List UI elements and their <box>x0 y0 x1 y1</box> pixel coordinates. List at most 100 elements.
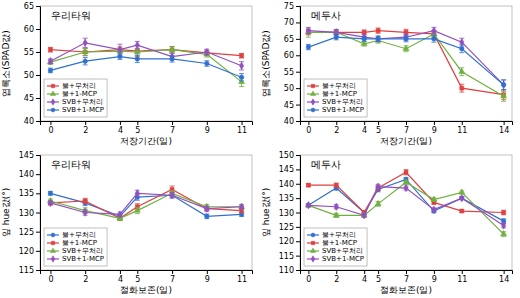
marker <box>362 212 366 219</box>
marker <box>83 199 87 203</box>
legend-marker <box>51 241 54 244</box>
x-tick-label: 11 <box>237 126 247 135</box>
marker <box>432 206 436 213</box>
y-tick-mark <box>296 241 300 242</box>
marker <box>334 35 339 40</box>
y-tick-label: 135 <box>279 194 294 203</box>
y-tick: 125 <box>19 228 40 237</box>
legend-item: 물+무처리 <box>47 231 96 239</box>
x-tick-mark <box>504 121 505 125</box>
legend-label: 물+1-MCP <box>322 239 357 247</box>
legend-marker <box>311 241 314 244</box>
x-tick-label: 14 <box>499 275 509 284</box>
y-tick-mark <box>296 213 300 214</box>
series <box>306 28 506 100</box>
marker <box>334 183 338 187</box>
error-bar <box>204 49 209 55</box>
legend-label: 물+1-MCP <box>322 90 357 98</box>
x-tick-mark <box>172 270 173 274</box>
error-bar <box>117 47 122 53</box>
panel-title: 메두사 <box>311 10 341 21</box>
marker <box>48 48 52 52</box>
panel-title: 우리타워 <box>51 159 91 170</box>
x-tick-label: 7 <box>404 126 409 135</box>
error-bar <box>431 27 436 34</box>
legend-label: SVB+1-MCP <box>322 255 364 263</box>
legend-marker <box>50 91 55 96</box>
x-tick-mark <box>172 121 173 125</box>
x-tick-label: 5 <box>376 126 381 135</box>
y-axis-line <box>36 156 41 271</box>
x-axis-title: 절화보존(일) <box>120 285 172 295</box>
y-tick-label: 130 <box>19 209 34 218</box>
y-tick: 145 <box>19 151 40 160</box>
legend-item: SVB+1-MCP <box>307 255 364 263</box>
y-tick: 140 <box>19 170 40 179</box>
y-tick-mark <box>36 6 40 7</box>
error-bar <box>83 48 88 55</box>
x-tick: 11 <box>237 270 247 284</box>
error-bar <box>431 36 436 43</box>
error-bar <box>501 91 506 101</box>
marker <box>239 203 243 210</box>
x-tick-label: 2 <box>334 126 339 135</box>
marker <box>334 203 338 210</box>
series-line <box>308 32 503 96</box>
y-tick: 40 <box>284 117 300 126</box>
marker <box>375 200 381 205</box>
series <box>48 190 244 219</box>
y-tick-label: 125 <box>19 228 34 237</box>
y-tick-label: 110 <box>279 266 294 275</box>
error-bar <box>306 184 311 187</box>
y-tick-mark <box>36 98 40 99</box>
y-tick-mark <box>296 227 300 228</box>
y-axis-line <box>296 7 301 122</box>
x-tick: 5 <box>376 270 381 284</box>
y-tick-mark <box>36 121 40 122</box>
legend-item: 물+무처리 <box>47 82 96 90</box>
legend-box <box>44 79 107 117</box>
series <box>48 191 244 219</box>
x-tick-label: 0 <box>48 126 53 135</box>
y-tick: 60 <box>284 51 300 60</box>
legend-marker <box>311 256 315 262</box>
y-tick: 55 <box>284 68 300 77</box>
x-tick-label: 7 <box>404 275 409 284</box>
panel: 40455055606570750245791114저장기간(일)엽록소(SPA… <box>261 2 513 146</box>
x-axis: 0245791114 <box>301 270 513 284</box>
y-tick-mark <box>296 55 300 56</box>
y-tick: 45 <box>284 101 300 110</box>
marker <box>375 37 381 42</box>
x-tick-label: 7 <box>170 126 175 135</box>
legend-label: 물+무처리 <box>62 231 96 239</box>
x-tick-label: 9 <box>432 126 437 135</box>
x-tick-mark <box>364 121 365 125</box>
x-axis-title: 절화보존(일) <box>380 285 432 295</box>
legend-marker <box>51 99 55 105</box>
marker <box>306 45 311 50</box>
y-tick-mark <box>36 232 40 233</box>
error-bar <box>135 55 140 62</box>
marker <box>83 39 87 46</box>
series <box>48 38 244 70</box>
marker <box>376 35 380 42</box>
legend-label: SVB+1-MCP <box>62 106 104 114</box>
x-tick-mark <box>462 270 463 274</box>
legend-item: SVB+1-MCP <box>47 255 104 263</box>
y-tick-mark <box>296 121 300 122</box>
marker <box>306 27 310 34</box>
legend-item: 물+1-MCP <box>307 239 357 247</box>
x-tick-label: 4 <box>118 275 123 284</box>
legend-marker <box>50 248 55 253</box>
y-tick-label: 125 <box>279 223 294 232</box>
y-tick-label: 140 <box>279 180 294 189</box>
legend-item: SVB+무처리 <box>47 98 103 106</box>
x-tick-label: 0 <box>306 275 311 284</box>
plot-area <box>305 27 506 101</box>
x-axis: 02457911 <box>41 270 253 284</box>
x-tick-label: 7 <box>170 275 175 284</box>
series-line <box>308 182 503 234</box>
series <box>305 27 506 101</box>
y-tick-mark <box>36 52 40 53</box>
legend-item: SVB+무처리 <box>307 98 363 106</box>
